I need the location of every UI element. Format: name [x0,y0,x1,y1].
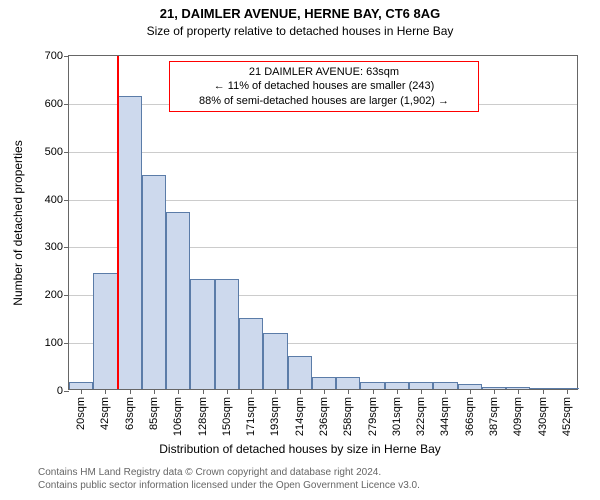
histogram-bar [385,382,409,389]
xtick-label: 150sqm [221,397,233,436]
xtick-mark [203,389,204,394]
histogram-bar [409,382,433,389]
histogram-bar [433,382,457,389]
attribution: Contains HM Land Registry data © Crown c… [38,466,600,492]
xtick-label: 171sqm [245,397,257,436]
y-axis-title: Number of detached properties [11,140,25,305]
annotation-box: 21 DAIMLER AVENUE: 63sqm← 11% of detache… [169,61,479,112]
xtick-mark [105,389,106,394]
xtick-label: 452sqm [561,397,573,436]
xtick-mark [154,389,155,394]
xtick-label: 301sqm [391,397,403,436]
xtick-mark [178,389,179,394]
histogram-bar [215,279,239,389]
xtick-mark [251,389,252,394]
histogram-bar [93,273,117,389]
annotation-line: 88% of semi-detached houses are larger (… [178,94,470,108]
histogram-bar [312,377,336,389]
ytick-label: 700 [45,50,69,62]
histogram-bar [336,377,360,389]
plot-area: 010020030040050060070020sqm42sqm63sqm85s… [68,55,578,390]
xtick-label: 279sqm [367,397,379,436]
xtick-mark [348,389,349,394]
histogram-bar [142,175,166,389]
xtick-label: 258sqm [342,397,354,436]
ytick-label: 200 [45,289,69,301]
xtick-label: 322sqm [415,397,427,436]
xtick-mark [130,389,131,394]
xtick-mark [470,389,471,394]
xtick-label: 430sqm [537,397,549,436]
histogram-bar [360,382,384,389]
xtick-mark [518,389,519,394]
xtick-label: 63sqm [124,397,136,430]
xtick-label: 85sqm [148,397,160,430]
xtick-mark [397,389,398,394]
histogram-bar [118,96,142,389]
attribution-line-2: Contains public sector information licen… [38,479,600,492]
ytick-label: 500 [45,146,69,158]
ytick-label: 400 [45,194,69,206]
histogram-bar [166,212,190,389]
xtick-mark [81,389,82,394]
xtick-mark [275,389,276,394]
annotation-line: ← 11% of detached houses are smaller (24… [178,79,470,93]
ytick-label: 100 [45,337,69,349]
annotation-line: 21 DAIMLER AVENUE: 63sqm [178,65,470,79]
xtick-label: 193sqm [269,397,281,436]
xtick-mark [227,389,228,394]
xtick-mark [445,389,446,394]
xtick-label: 20sqm [75,397,87,430]
xtick-mark [567,389,568,394]
highlight-line [117,56,119,389]
xtick-label: 236sqm [318,397,330,436]
xtick-mark [373,389,374,394]
ytick-label: 600 [45,98,69,110]
xtick-label: 387sqm [488,397,500,436]
ytick-label: 300 [45,241,69,253]
histogram-bar [69,382,93,389]
histogram-bar [288,356,312,390]
chart-container: { "meta": { "title": "21, DAIMLER AVENUE… [0,0,600,500]
histogram-bar [263,333,287,389]
xtick-label: 106sqm [172,397,184,436]
gridline [69,152,577,153]
xtick-label: 128sqm [197,397,209,436]
xtick-label: 409sqm [512,397,524,436]
xtick-label: 42sqm [99,397,111,430]
histogram-bar [190,279,214,389]
histogram-bar [239,318,263,389]
xtick-label: 366sqm [464,397,476,436]
xtick-mark [494,389,495,394]
xtick-label: 344sqm [439,397,451,436]
x-axis-title: Distribution of detached houses by size … [0,442,600,456]
chart-subtitle: Size of property relative to detached ho… [0,24,600,38]
xtick-mark [300,389,301,394]
chart-title: 21, DAIMLER AVENUE, HERNE BAY, CT6 8AG [0,6,600,21]
attribution-line-1: Contains HM Land Registry data © Crown c… [38,466,600,479]
xtick-label: 214sqm [294,397,306,436]
xtick-mark [421,389,422,394]
xtick-mark [324,389,325,394]
ytick-label: 0 [57,385,69,397]
xtick-mark [543,389,544,394]
